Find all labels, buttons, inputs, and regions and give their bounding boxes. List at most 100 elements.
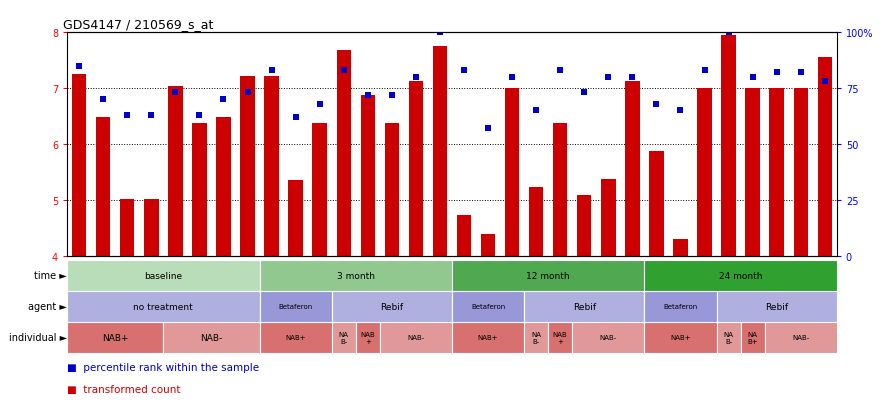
Text: NA
B-: NA B- xyxy=(722,331,733,344)
Text: 24 month: 24 month xyxy=(718,271,762,280)
Bar xyxy=(816,58,831,256)
Bar xyxy=(547,322,571,353)
Point xyxy=(793,70,807,76)
Point xyxy=(672,108,687,114)
Point xyxy=(456,68,470,74)
Text: no treatment: no treatment xyxy=(133,302,193,311)
Text: NAB+: NAB+ xyxy=(285,335,306,341)
Point xyxy=(552,68,567,74)
Point xyxy=(288,114,302,121)
Text: Rebif: Rebif xyxy=(572,302,595,311)
Point xyxy=(480,126,494,132)
Bar xyxy=(355,322,379,353)
Text: Betaferon: Betaferon xyxy=(662,304,696,310)
Bar xyxy=(168,87,182,256)
Bar xyxy=(264,76,278,256)
Point xyxy=(192,112,207,119)
Bar xyxy=(384,123,399,256)
Text: NA
B-: NA B- xyxy=(530,331,541,344)
Point xyxy=(312,101,326,108)
Bar xyxy=(67,291,259,322)
Point xyxy=(144,112,158,119)
Text: NA
B+: NA B+ xyxy=(746,331,757,344)
Text: Rebif: Rebif xyxy=(380,302,403,311)
Bar xyxy=(336,51,350,256)
Text: NAB
+: NAB + xyxy=(552,331,567,344)
Text: Betaferon: Betaferon xyxy=(470,304,504,310)
Bar xyxy=(67,322,163,353)
Point xyxy=(360,92,375,99)
Bar xyxy=(672,239,687,256)
Text: GDS4147 / 210569_s_at: GDS4147 / 210569_s_at xyxy=(63,17,214,31)
Bar xyxy=(259,260,451,291)
Bar xyxy=(624,82,639,256)
Bar xyxy=(451,260,644,291)
Text: NAB+: NAB+ xyxy=(670,335,690,341)
Text: individual ►: individual ► xyxy=(9,332,67,343)
Text: NA
B-: NA B- xyxy=(338,331,349,344)
Point xyxy=(817,79,831,85)
Point xyxy=(216,97,231,103)
Point xyxy=(696,68,711,74)
Point xyxy=(168,90,182,97)
Bar xyxy=(793,89,807,256)
Point xyxy=(601,74,615,81)
Bar xyxy=(480,235,494,256)
Point xyxy=(769,70,783,76)
Bar xyxy=(696,89,711,256)
Bar xyxy=(571,322,644,353)
Text: ■  transformed count: ■ transformed count xyxy=(67,385,181,394)
Bar xyxy=(644,291,716,322)
Text: NAB-: NAB- xyxy=(791,335,808,341)
Point xyxy=(72,63,86,70)
Bar xyxy=(72,75,86,256)
Text: NAB+: NAB+ xyxy=(102,333,129,342)
Text: NAB
+: NAB + xyxy=(360,331,375,344)
Bar xyxy=(716,322,740,353)
Bar xyxy=(259,291,332,322)
Point xyxy=(577,90,591,97)
Text: ■  percentile rank within the sample: ■ percentile rank within the sample xyxy=(67,362,259,372)
Bar xyxy=(288,181,302,256)
Point xyxy=(264,68,278,74)
Point xyxy=(625,74,639,81)
Bar xyxy=(577,196,591,256)
Bar xyxy=(745,89,759,256)
Point xyxy=(721,30,735,36)
Bar xyxy=(163,322,259,353)
Text: Rebif: Rebif xyxy=(764,302,788,311)
Bar xyxy=(259,322,332,353)
Bar xyxy=(192,123,207,256)
Bar xyxy=(360,95,375,256)
Bar xyxy=(456,216,470,256)
Bar xyxy=(332,322,356,353)
Bar xyxy=(240,76,255,256)
Bar xyxy=(601,179,615,256)
Text: 12 month: 12 month xyxy=(526,271,569,280)
Text: 3 month: 3 month xyxy=(336,271,375,280)
Bar xyxy=(644,322,716,353)
Bar xyxy=(524,322,547,353)
Point xyxy=(409,74,423,81)
Point xyxy=(745,74,759,81)
Text: time ►: time ► xyxy=(34,271,67,281)
Bar xyxy=(432,47,447,256)
Point xyxy=(384,92,399,99)
Point xyxy=(504,74,519,81)
Point xyxy=(96,97,110,103)
Bar xyxy=(528,188,543,256)
Bar xyxy=(648,151,662,256)
Bar xyxy=(451,291,524,322)
Point xyxy=(433,30,447,36)
Bar xyxy=(120,199,134,256)
Text: NAB+: NAB+ xyxy=(477,335,498,341)
Bar xyxy=(504,89,519,256)
Bar xyxy=(96,118,110,256)
Text: NAB-: NAB- xyxy=(599,335,616,341)
Bar xyxy=(312,123,326,256)
Bar xyxy=(721,36,735,256)
Bar xyxy=(739,322,763,353)
Text: agent ►: agent ► xyxy=(29,301,67,312)
Bar xyxy=(409,82,423,256)
Bar xyxy=(144,199,158,256)
